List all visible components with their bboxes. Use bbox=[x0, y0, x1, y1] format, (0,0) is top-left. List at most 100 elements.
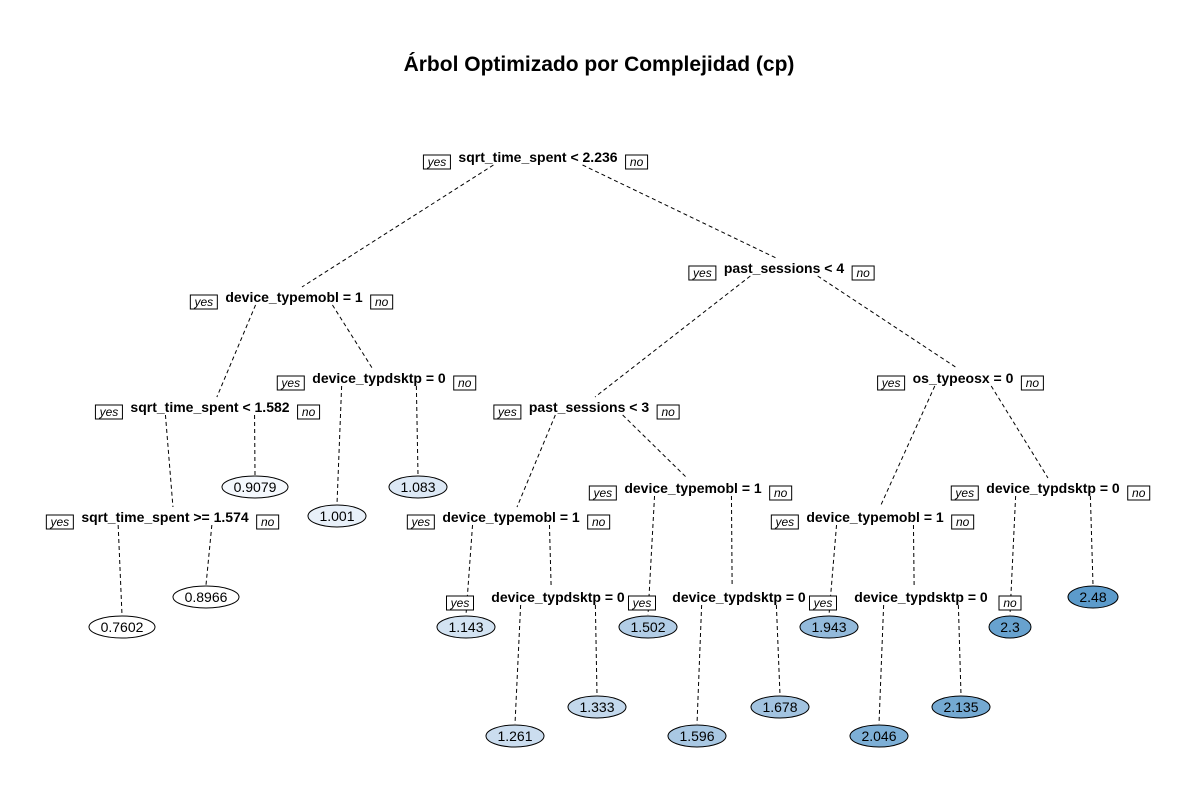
leaf-nodes: 0.7602 0.8966 0.9079 1.001 1.083 1.143 1.261 1.… bbox=[88, 475, 1119, 748]
tree-edge bbox=[775, 604, 781, 696]
yes-tag-label: yes bbox=[954, 486, 974, 500]
tree-edge bbox=[1009, 495, 1017, 616]
leaf-node-value: 0.7602 bbox=[101, 619, 144, 635]
leaf-node bbox=[485, 724, 545, 748]
tree-edge bbox=[336, 385, 343, 505]
leaf-node-value: 0.9079 bbox=[234, 479, 277, 495]
leaf-node bbox=[849, 724, 909, 748]
split-node-label: device_typdsktp = 0 bbox=[672, 589, 806, 605]
yes-tag-label: yes bbox=[410, 515, 430, 529]
tree-edge bbox=[696, 604, 703, 725]
no-tag-box bbox=[297, 404, 321, 420]
tree-edge bbox=[514, 604, 522, 725]
yes-tag-box bbox=[94, 404, 123, 420]
split-node-label: sqrt_time_spent >= 1.574 bbox=[81, 509, 249, 525]
no-tag-box bbox=[951, 514, 975, 530]
tree-edge bbox=[332, 304, 373, 369]
leaf-node bbox=[618, 615, 678, 639]
no-tag-box bbox=[370, 294, 394, 310]
no-tag-label: no bbox=[458, 376, 472, 390]
tree-edges bbox=[117, 164, 1094, 725]
yes-tag-label: yes bbox=[592, 486, 612, 500]
split-node-label: past_sessions < 4 bbox=[724, 260, 844, 276]
leaf-node bbox=[988, 615, 1032, 639]
split-node-label: sqrt_time_spent < 1.582 bbox=[130, 399, 289, 415]
leaf-node bbox=[667, 724, 727, 748]
tree-edge bbox=[548, 524, 552, 588]
yes-tag-box bbox=[770, 514, 799, 530]
tree-edge bbox=[1089, 495, 1094, 586]
leaf-node bbox=[931, 695, 991, 719]
tree-edge bbox=[205, 524, 213, 586]
tree-edge bbox=[415, 385, 419, 476]
yes-tag-label: yes bbox=[692, 266, 712, 280]
split-node-label: device_typdsktp = 0 bbox=[986, 480, 1120, 496]
yes-tag-box bbox=[628, 595, 656, 611]
leaf-node-value: 1.943 bbox=[811, 619, 846, 635]
no-tag-box bbox=[587, 514, 611, 530]
no-tag-label: no bbox=[856, 266, 870, 280]
leaf-node-value: 1.001 bbox=[319, 508, 354, 524]
tree-edge bbox=[594, 275, 751, 398]
leaf-node-value: 2.48 bbox=[1079, 589, 1106, 605]
tree-edge bbox=[647, 495, 656, 616]
yes-tag-box bbox=[189, 294, 218, 310]
tree-edge bbox=[879, 385, 936, 508]
yes-tag-box bbox=[406, 514, 435, 530]
yes-tag-box bbox=[422, 154, 451, 170]
yes-tag-label: yes bbox=[99, 405, 119, 419]
yes-no-tags: yes no yes no yes no yes no yes no yes no yes no yes no… bbox=[45, 154, 1151, 611]
tree-edge bbox=[990, 385, 1049, 479]
yes-tag-label: yes bbox=[280, 376, 300, 390]
tree-edge bbox=[878, 604, 885, 725]
leaf-node bbox=[307, 504, 367, 528]
split-node-label: device_typdsktp = 0 bbox=[312, 370, 446, 386]
yes-tag-box bbox=[877, 375, 906, 391]
yes-tag-box bbox=[688, 265, 717, 281]
leaf-node bbox=[567, 695, 627, 719]
yes-tag-label: yes bbox=[193, 295, 213, 309]
leaf-node bbox=[88, 615, 156, 639]
yes-tag-label: yes bbox=[632, 596, 652, 610]
split-nodes: sqrt_time_spent < 2.236 device_typemobl =… bbox=[81, 149, 1120, 605]
no-tag-label: no bbox=[592, 515, 606, 529]
no-tag-label: no bbox=[1026, 376, 1040, 390]
no-tag-label: no bbox=[661, 405, 675, 419]
split-node-label: device_typemobl = 1 bbox=[225, 289, 363, 305]
leaf-node bbox=[799, 615, 859, 639]
leaf-node bbox=[388, 475, 448, 499]
tree-edge bbox=[301, 164, 494, 288]
tree-edge bbox=[465, 524, 474, 616]
diagram-title: Árbol Optimizado por Complejidad (cp) bbox=[404, 53, 795, 76]
tree-edge bbox=[117, 524, 123, 616]
split-node-label: device_typemobl = 1 bbox=[806, 509, 944, 525]
tree-edge bbox=[817, 275, 958, 369]
no-tag-box bbox=[453, 375, 477, 391]
tree-edge bbox=[594, 604, 598, 696]
no-tag-box bbox=[1127, 485, 1151, 501]
no-tag-label: no bbox=[630, 155, 644, 169]
no-tag-box bbox=[625, 154, 649, 170]
no-tag-box bbox=[1020, 375, 1044, 391]
yes-tag-box bbox=[809, 595, 837, 611]
split-node-label: device_typdsktp = 0 bbox=[854, 589, 988, 605]
no-tag-label: no bbox=[774, 486, 788, 500]
yes-tag-box bbox=[446, 595, 474, 611]
split-node-label: device_typemobl = 1 bbox=[442, 509, 580, 525]
tree-edge bbox=[164, 414, 174, 508]
yes-tag-box bbox=[276, 375, 305, 391]
yes-tag-box bbox=[493, 404, 522, 420]
yes-tag-label: yes bbox=[50, 515, 70, 529]
split-node-label: past_sessions < 3 bbox=[529, 399, 649, 415]
no-tag-label: no bbox=[302, 405, 316, 419]
leaf-node-value: 1.596 bbox=[679, 728, 714, 744]
tree-edge bbox=[730, 495, 733, 588]
leaf-node bbox=[750, 695, 810, 719]
split-node-label: os_typeosx = 0 bbox=[913, 370, 1014, 386]
leaf-node bbox=[436, 615, 496, 639]
leaf-node-value: 2.135 bbox=[943, 699, 978, 715]
yes-tag-label: yes bbox=[497, 405, 517, 419]
yes-tag-box bbox=[950, 485, 979, 501]
leaf-node bbox=[221, 475, 289, 499]
